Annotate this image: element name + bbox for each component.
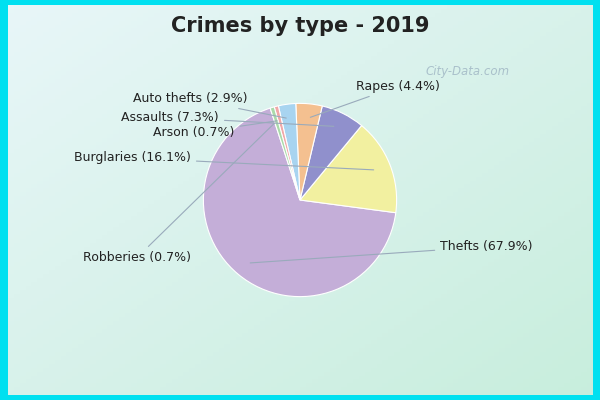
Text: Robberies (0.7%): Robberies (0.7%)	[83, 123, 274, 264]
Wedge shape	[300, 106, 362, 200]
Wedge shape	[274, 106, 300, 200]
Wedge shape	[278, 104, 300, 200]
Wedge shape	[203, 108, 396, 297]
Text: Rapes (4.4%): Rapes (4.4%)	[310, 80, 440, 117]
Wedge shape	[270, 107, 300, 200]
Wedge shape	[296, 103, 322, 200]
Text: Thefts (67.9%): Thefts (67.9%)	[250, 240, 533, 263]
Text: Burglaries (16.1%): Burglaries (16.1%)	[74, 152, 374, 170]
Text: Arson (0.7%): Arson (0.7%)	[153, 121, 277, 140]
Wedge shape	[300, 126, 397, 213]
Text: Assaults (7.3%): Assaults (7.3%)	[121, 111, 334, 126]
Text: Crimes by type - 2019: Crimes by type - 2019	[171, 16, 429, 36]
Text: City-Data.com: City-Data.com	[426, 66, 510, 78]
Text: Auto thefts (2.9%): Auto thefts (2.9%)	[133, 92, 286, 118]
